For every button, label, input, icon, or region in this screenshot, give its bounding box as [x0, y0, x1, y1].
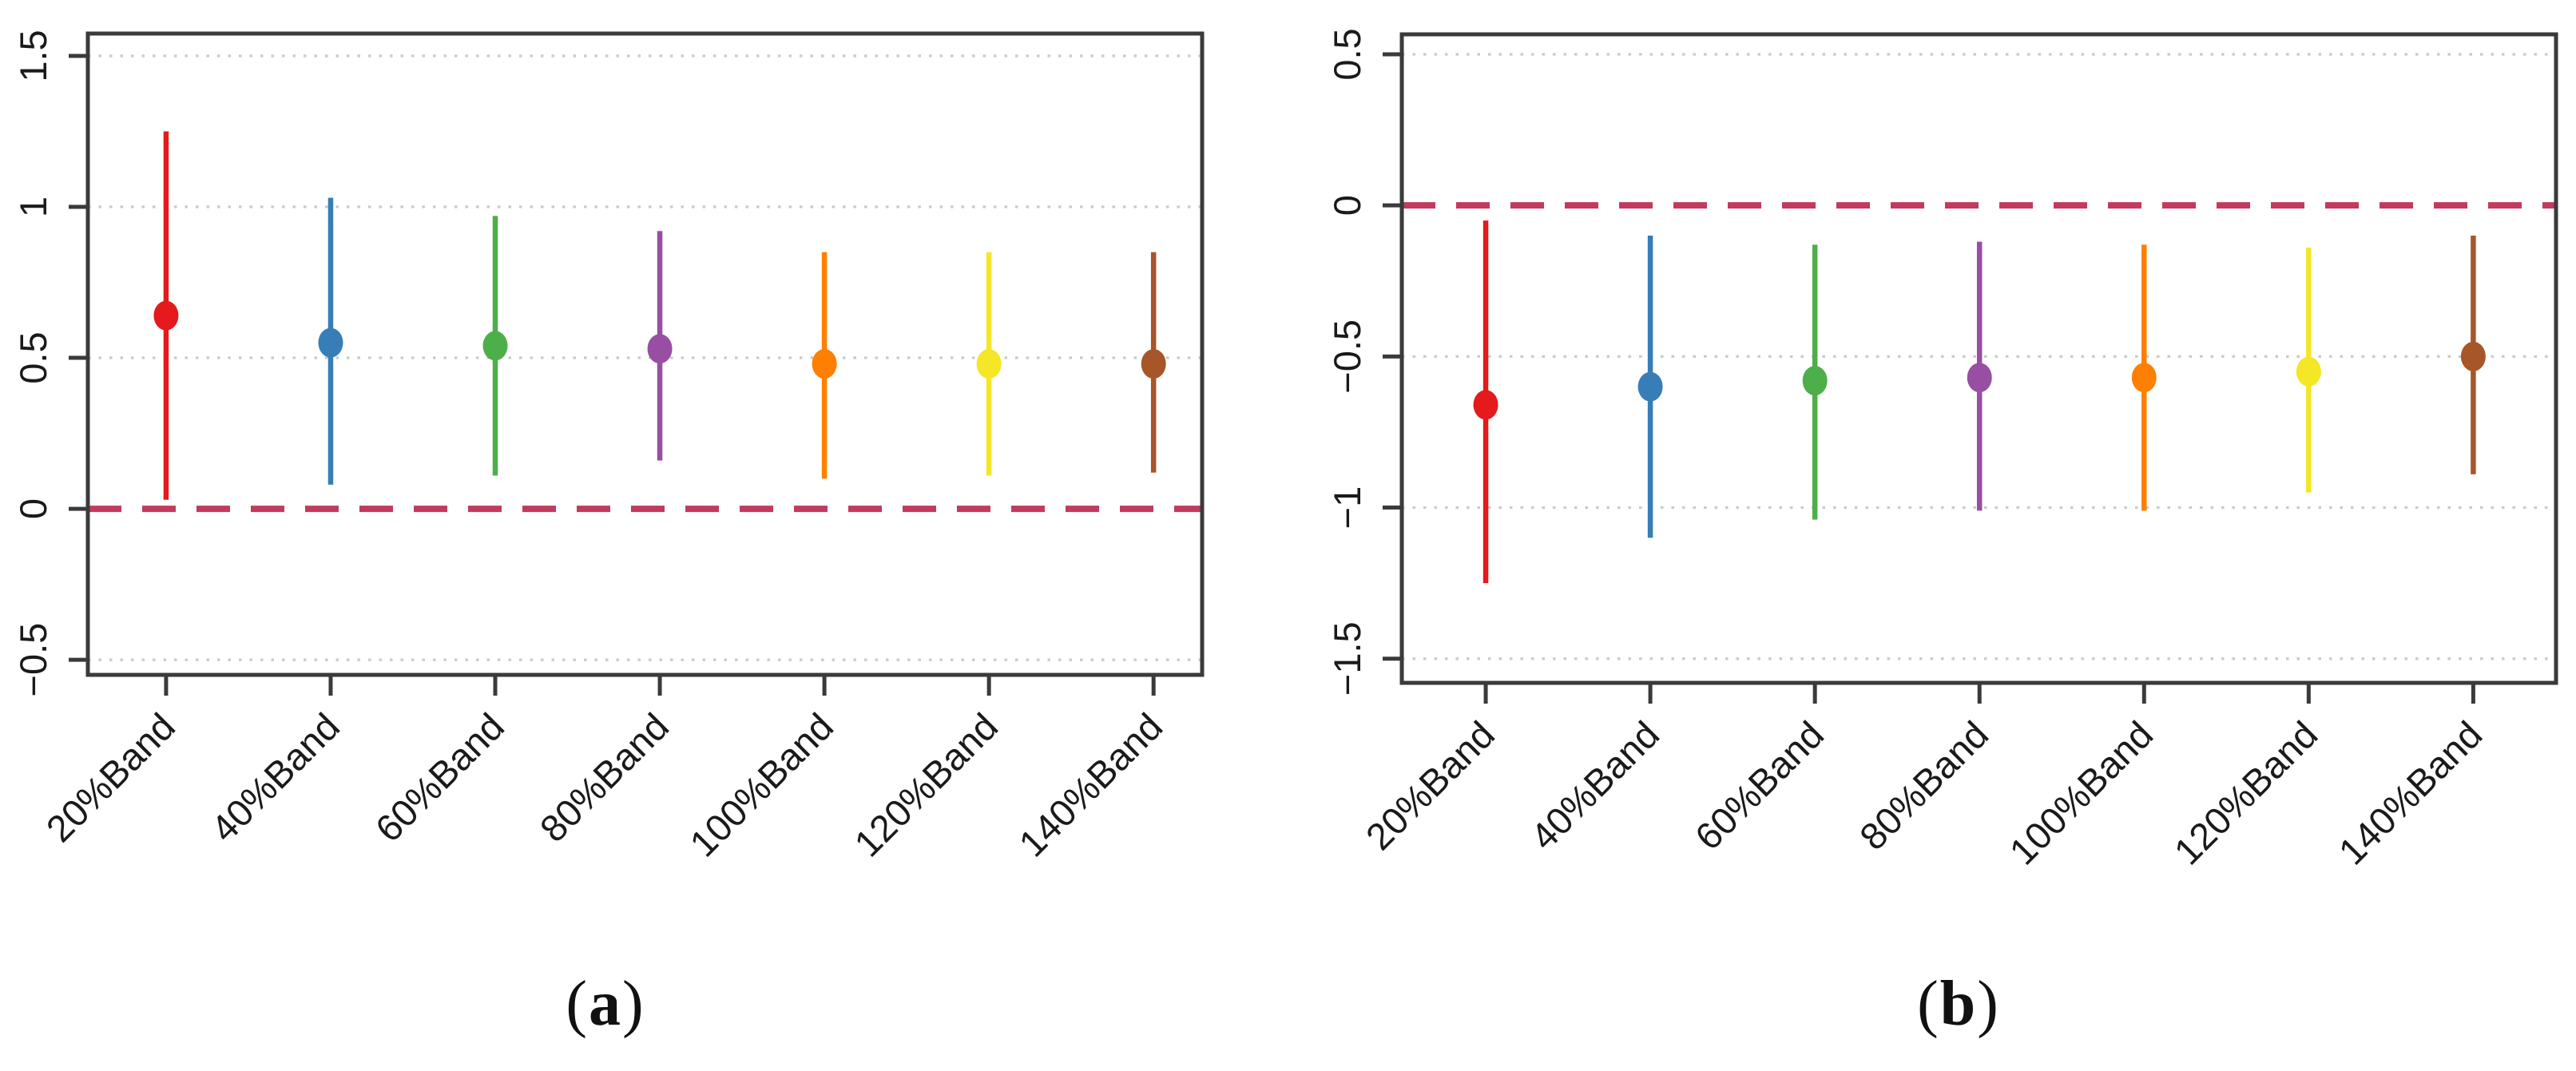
- x-tick-label-120%Band: 120%Band: [2165, 713, 2325, 873]
- y-tick-label-1: 1: [12, 196, 54, 217]
- x-tick-label-40%Band: 40%Band: [202, 705, 347, 851]
- point-estimate-40%Band: [318, 327, 343, 358]
- point-estimate-100%Band: [2131, 363, 2157, 393]
- y-tick-label-0.5: 0.5: [12, 331, 54, 383]
- y-tick-label-0: 0: [12, 498, 54, 519]
- caption-b-letter: b: [1939, 969, 1978, 1039]
- y-tick-label-0.5: 0.5: [1326, 28, 1368, 80]
- point-estimate-20%Band: [153, 300, 179, 331]
- x-tick-label-60%Band: 60%Band: [367, 705, 512, 851]
- x-tick-label-20%Band: 20%Band: [38, 705, 183, 851]
- caption-a-paren-close: ): [622, 969, 645, 1039]
- errorbar-140%Band: [1141, 252, 1166, 473]
- errorbar-60%Band: [1802, 244, 1828, 520]
- point-estimate-80%Band: [1967, 363, 1992, 393]
- errorbar-80%Band: [1967, 241, 1992, 511]
- point-estimate-60%Band: [482, 331, 508, 361]
- point-estimate-60%Band: [1802, 366, 1828, 396]
- point-estimate-80%Band: [647, 334, 673, 364]
- point-estimate-40%Band: [1637, 371, 1663, 402]
- panel-a: 1.5 1 0.5 0 −0.5 20%Band 40%Band 60%Band 80%Band…: [12, 30, 1205, 865]
- y-tick-label-−0.5: −0.5: [1326, 319, 1368, 394]
- plot-frame: [85, 31, 1205, 677]
- errorbar-60%Band: [482, 216, 508, 476]
- x-tick-label-80%Band: 80%Band: [532, 705, 677, 851]
- point-estimate-120%Band: [976, 349, 1002, 379]
- caption-a-letter: a: [589, 969, 622, 1039]
- point-estimate-140%Band: [2460, 341, 2486, 371]
- caption-b-paren-open: (: [1917, 969, 1940, 1039]
- point-estimate-20%Band: [1473, 390, 1498, 420]
- errorbar-40%Band: [318, 197, 343, 485]
- x-tick-label-140%Band: 140%Band: [2330, 713, 2490, 873]
- panel-b: 0.5 0 −0.5 −1 −1.5 20%Band 40%Band 60%Band 80%Ba…: [1326, 28, 2558, 873]
- y-tick-label-0: 0: [1326, 195, 1368, 216]
- caption-b-paren-close: ): [1977, 969, 2000, 1039]
- y-tick-label-1.5: 1.5: [12, 30, 54, 81]
- x-tick-label-60%Band: 60%Band: [1687, 713, 1832, 859]
- x-tick-label-120%Band: 120%Band: [846, 705, 1006, 865]
- y-tick-label-−1: −1: [1326, 486, 1368, 530]
- errorbar-80%Band: [647, 231, 673, 461]
- y-tick-label-−0.5: −0.5: [12, 623, 54, 697]
- x-tick-label-20%Band: 20%Band: [1358, 713, 1503, 859]
- x-tick-label-100%Band: 100%Band: [681, 705, 841, 865]
- caption-panel-a: (a): [446, 968, 765, 1041]
- point-estimate-100%Band: [812, 349, 837, 379]
- caption-panel-b: (b): [1799, 968, 2118, 1041]
- point-estimate-120%Band: [2296, 356, 2321, 387]
- x-tick-label-100%Band: 100%Band: [2001, 713, 2161, 873]
- errorbar-40%Band: [1637, 236, 1663, 538]
- y-tick-label-−1.5: −1.5: [1326, 621, 1368, 696]
- errorbar-120%Band: [976, 252, 1002, 476]
- errorbar-140%Band: [2460, 236, 2486, 474]
- errorbar-100%Band: [2131, 244, 2157, 511]
- point-estimate-140%Band: [1141, 349, 1166, 379]
- x-tick-label-140%Band: 140%Band: [1010, 705, 1170, 865]
- x-tick-label-80%Band: 80%Band: [1852, 713, 1997, 859]
- errorbar-20%Band: [153, 131, 179, 500]
- x-tick-label-40%Band: 40%Band: [1522, 713, 1668, 859]
- caption-a-paren-open: (: [566, 969, 589, 1039]
- errorbar-120%Band: [2296, 248, 2321, 493]
- errorbar-20%Band: [1473, 220, 1498, 584]
- errorbar-100%Band: [812, 252, 837, 479]
